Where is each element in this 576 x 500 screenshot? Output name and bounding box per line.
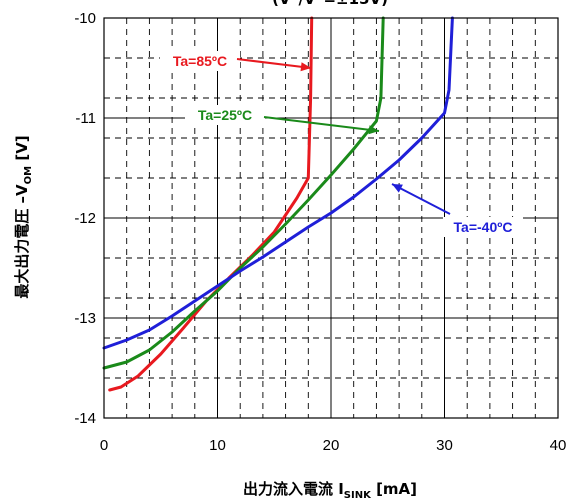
y-tick-label: -11 <box>75 110 96 127</box>
annotation-arrow <box>391 183 451 215</box>
annotation-label: Ta=85ºC <box>173 53 227 69</box>
annotation-box <box>160 51 240 71</box>
y-axis-title-unit: [V] <box>13 135 31 166</box>
annotation-arrow <box>236 58 312 69</box>
y-axis-title: 最大出力電圧 –VOM [V] <box>13 135 34 298</box>
series-line-1 <box>102 16 385 370</box>
annotation-box <box>185 105 265 125</box>
chart-title: (V⁺/V⁻=±15V) <box>272 0 388 8</box>
annotation-arrow <box>263 116 380 132</box>
x-axis-title-main: 出力流入電流 I <box>243 480 344 498</box>
annotation-arrowhead <box>300 62 311 72</box>
tick-labels: 0 10 20 30 40 -10 -11 -12 -13 -14 <box>74 10 566 454</box>
series-line-2 <box>102 16 454 350</box>
x-tick-label: 10 <box>209 437 226 454</box>
y-axis-title-sub: OM <box>23 166 34 185</box>
annotation-arrowhead <box>368 125 379 135</box>
x-axis-title-sub: SINK <box>344 490 372 500</box>
annotation-label: Ta=25ºC <box>198 107 252 123</box>
plot-frame <box>103 17 559 419</box>
x-axis-title-unit: [mA] <box>371 480 417 498</box>
y-tick-label: -10 <box>74 10 96 27</box>
x-tick-label: 20 <box>323 437 340 454</box>
x-tick-label: 0 <box>100 437 108 454</box>
x-tick-label: 30 <box>436 437 453 454</box>
series-layer <box>102 16 454 392</box>
x-axis-title: 出力流入電流 ISINK [mA] <box>243 480 417 500</box>
y-tick-label: -14 <box>74 410 96 427</box>
annotation-arrowhead <box>392 184 403 193</box>
x-tick-label: 40 <box>550 437 567 454</box>
annotation-label: Ta=-40ºC <box>454 219 513 235</box>
annotations: Ta=85ºC Ta=25ºC Ta=-40ºC <box>160 51 523 237</box>
y-tick-label: -12 <box>74 210 96 227</box>
annotation-box <box>443 217 523 237</box>
y-tick-label: -13 <box>74 310 96 327</box>
y-axis-title-main: 最大出力電圧 –V <box>13 184 31 299</box>
